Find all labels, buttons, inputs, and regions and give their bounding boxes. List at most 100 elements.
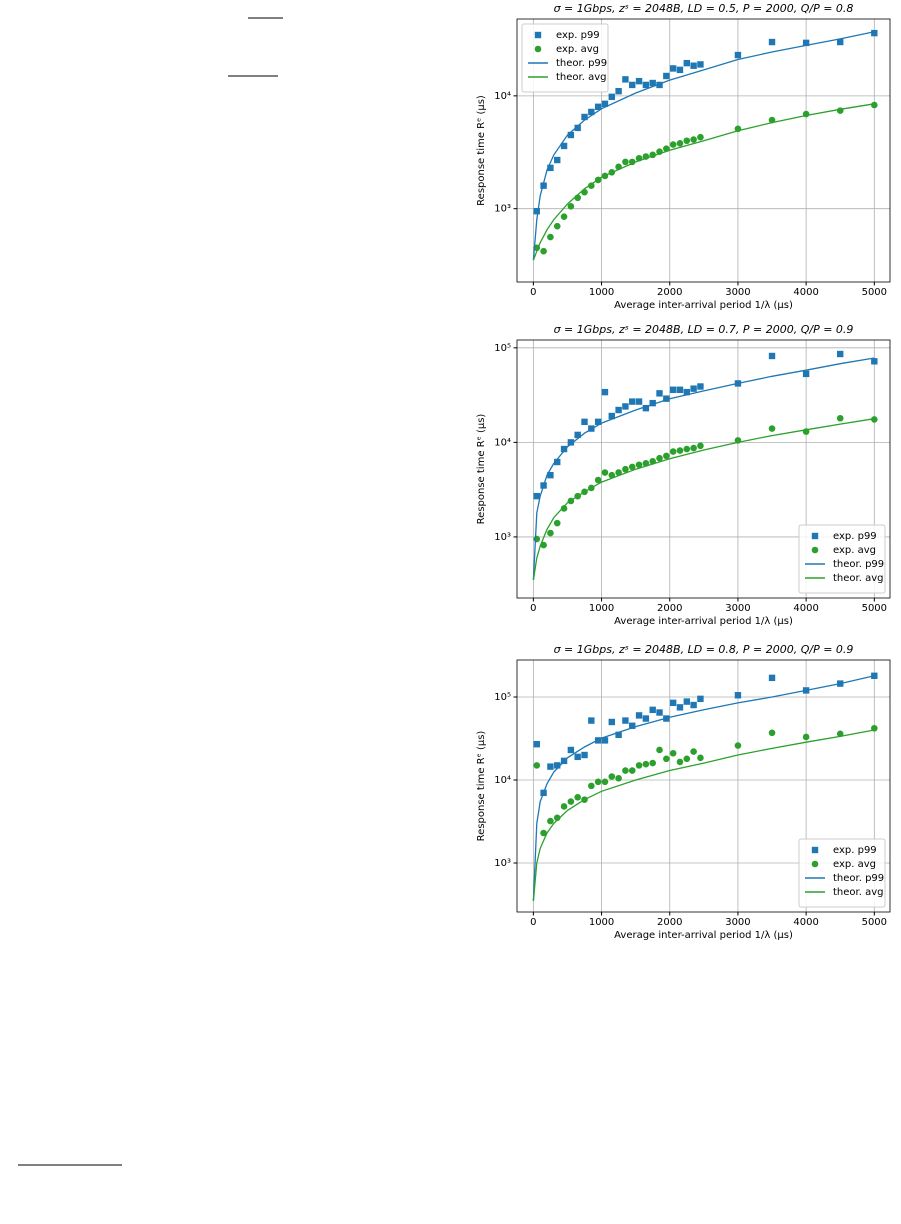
- point: [560, 213, 568, 220]
- y-tick-label: 10⁴: [494, 775, 511, 786]
- legend-label: exp. p99: [833, 845, 877, 856]
- point: [690, 385, 697, 392]
- point: [734, 742, 742, 749]
- legend-box: [521, 23, 609, 93]
- point: [615, 406, 622, 414]
- point: [697, 383, 704, 390]
- point: [608, 471, 616, 479]
- point: [574, 793, 581, 801]
- point: [574, 431, 581, 439]
- point: [871, 672, 878, 679]
- point: [594, 103, 602, 110]
- point: [656, 454, 663, 462]
- point: [663, 72, 670, 80]
- point: [837, 350, 844, 358]
- point: [768, 674, 776, 682]
- y-tick-label: 10⁴: [494, 437, 511, 448]
- point: [669, 749, 677, 757]
- point: [663, 755, 670, 763]
- point: [574, 124, 581, 132]
- x-tick-label: 4000: [793, 603, 818, 614]
- point: [601, 469, 609, 476]
- point: [669, 386, 677, 393]
- y-tick-label: 10⁵: [494, 692, 511, 703]
- point: [635, 461, 643, 469]
- point: [690, 62, 697, 69]
- point: [554, 156, 561, 164]
- point: [608, 412, 615, 420]
- point: [547, 763, 554, 770]
- point: [622, 158, 629, 166]
- plot-frame: [516, 659, 891, 913]
- point: [734, 51, 742, 59]
- y-axis-label: Response time Rᵉ (μs): [476, 95, 487, 206]
- point: [567, 798, 575, 805]
- x-tick-label: 5000: [862, 603, 887, 614]
- point: [601, 778, 609, 786]
- point: [649, 399, 656, 407]
- y-tick-label: 10³: [494, 532, 511, 543]
- point: [676, 66, 684, 74]
- point: [560, 445, 568, 453]
- x-tick-label: 4000: [793, 917, 818, 928]
- x-tick-label: 0: [530, 917, 536, 928]
- point: [594, 476, 602, 484]
- point: [581, 113, 588, 121]
- point: [622, 76, 629, 83]
- point: [533, 208, 540, 215]
- x-tick-label: 2000: [657, 603, 682, 614]
- legend-label: theor. p99: [556, 58, 607, 69]
- y-tick-label: 10⁵: [494, 343, 511, 354]
- point: [635, 398, 643, 405]
- x-tick-label: 0: [530, 603, 536, 614]
- chart-title: σ = 1Gbps, zˢ = 2048B, LD = 0.5, P = 200…: [554, 2, 854, 15]
- point: [734, 692, 742, 699]
- point: [683, 137, 691, 145]
- point: [601, 100, 609, 108]
- point: [690, 748, 697, 755]
- point: [615, 87, 622, 95]
- point: [697, 754, 704, 762]
- point: [588, 782, 595, 790]
- point: [676, 139, 684, 147]
- plot-area: [532, 29, 878, 261]
- plot-frame: [516, 339, 891, 599]
- point: [553, 222, 561, 230]
- point: [533, 492, 540, 500]
- point: [683, 388, 690, 396]
- chart-title: σ = 1Gbps, zˢ = 2048B, LD = 0.7, P = 200…: [554, 323, 854, 336]
- point: [656, 709, 663, 716]
- point: [567, 131, 575, 139]
- point: [560, 505, 568, 512]
- point: [547, 233, 554, 241]
- x-tick-label: 1000: [589, 917, 614, 928]
- theory-line: [532, 418, 875, 581]
- point: [871, 358, 878, 365]
- point: [768, 352, 776, 360]
- point: [622, 717, 629, 724]
- x-tick-label: 3000: [725, 917, 750, 928]
- x-axis-label: Average inter-arrival period 1/λ (μs): [614, 930, 793, 941]
- point: [540, 247, 547, 255]
- point: [649, 706, 656, 714]
- point: [690, 136, 697, 143]
- legend-label: theor. p99: [833, 873, 884, 884]
- x-axis-label: Average inter-arrival period 1/λ (μs): [614, 616, 793, 627]
- point: [683, 698, 690, 705]
- legend-label: theor. avg: [833, 573, 883, 584]
- point: [560, 142, 568, 150]
- point: [656, 746, 663, 754]
- legend-swatch: [811, 860, 819, 868]
- plot-frame: [516, 18, 891, 283]
- point: [547, 529, 554, 537]
- point: [642, 760, 650, 768]
- legend-swatch: [811, 532, 819, 540]
- point: [656, 81, 663, 89]
- plot-area: [532, 350, 878, 581]
- x-tick-label: 0: [530, 287, 536, 298]
- point: [871, 416, 878, 423]
- point: [533, 762, 541, 769]
- point: [554, 762, 561, 769]
- point: [554, 458, 561, 466]
